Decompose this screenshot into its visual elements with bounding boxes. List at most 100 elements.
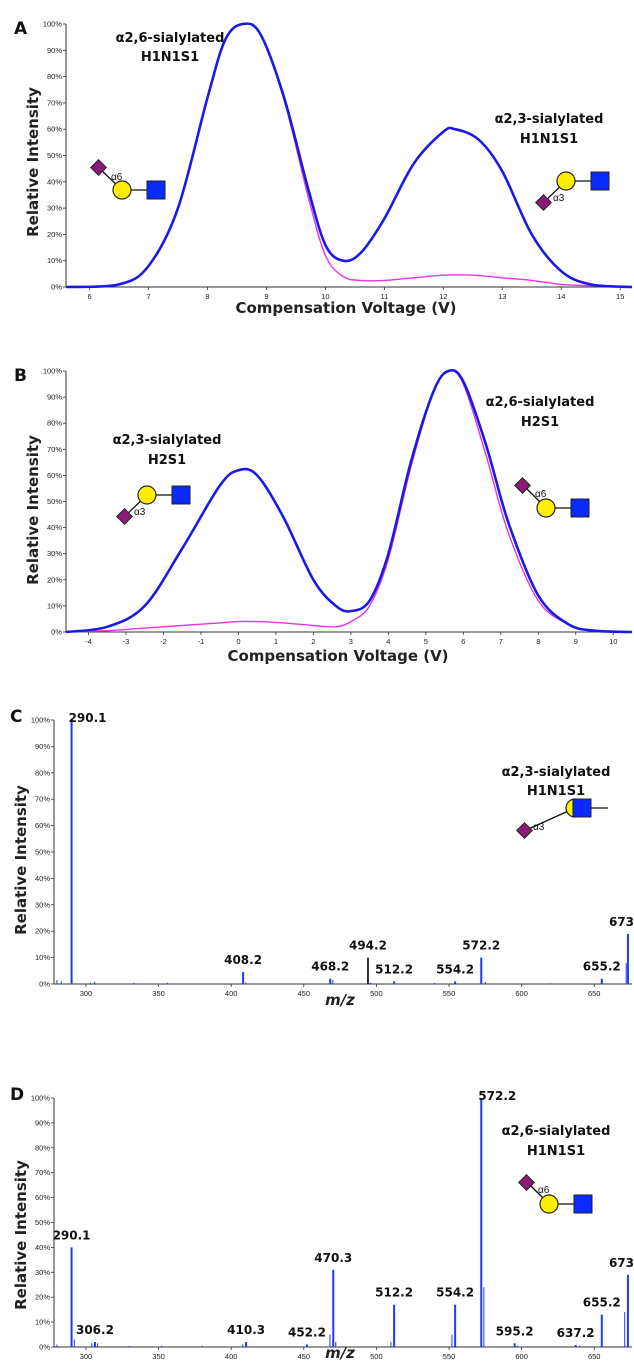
y-tick-label: 20% [35, 927, 50, 936]
x-tick-label: 550 [443, 1352, 456, 1361]
x-tick-label: 8 [205, 292, 209, 301]
y-tick-label: 30% [35, 1268, 50, 1277]
x-tick-label: 6 [87, 292, 91, 301]
y-tick-label: 50% [35, 848, 50, 857]
y-tick-label: 50% [47, 151, 62, 160]
x-tick-label: 5 [424, 637, 428, 646]
y-tick-label: 90% [35, 1118, 50, 1127]
x-axis-label: m/z [325, 1344, 355, 1362]
glcnac-square-icon [146, 180, 166, 200]
galactose-circle-icon [112, 180, 132, 200]
x-tick-label: 350 [152, 989, 165, 998]
x-tick-label: 550 [443, 989, 456, 998]
x-tick-label: 8 [536, 637, 540, 646]
x-tick-label: 13 [498, 292, 506, 301]
peak-label: 408.2 [224, 953, 262, 967]
x-tick-label: -1 [198, 637, 205, 646]
glycan-a3-icon: α3 [516, 798, 608, 839]
peak-label: 468.2 [311, 960, 349, 974]
y-tick-label: 60% [47, 125, 62, 134]
y-tick-label: 90% [47, 393, 62, 402]
y-tick-label: 80% [47, 72, 62, 81]
annotation-a6-subtitle: H1N1S1 [141, 50, 199, 65]
annotation-a6-title: α2,6-sialylated [116, 31, 225, 46]
panel-letter-a: A [14, 19, 28, 39]
y-tick-label: 80% [47, 419, 62, 428]
annotation-a6-subtitle: H1N1S1 [527, 1144, 585, 1159]
plot-area-d: 0% 10% 20% 30% 40% 50% 60% 70% 80% 90% 100% 300 350 4… [31, 1089, 634, 1361]
series-line-magenta [65, 369, 633, 633]
x-tick-label: 9 [264, 292, 268, 301]
peak-label: 637.2 [557, 1326, 595, 1340]
annotation-a3-title: α2,3-sialylated [495, 112, 604, 127]
annotation-a3-subtitle: H1N1S1 [527, 784, 585, 799]
peak-label: 572.2 [462, 939, 500, 953]
x-axis-label: m/z [325, 991, 355, 1009]
peak-label: 554.2 [436, 1286, 474, 1300]
glcnac-square-icon [572, 798, 592, 818]
peak-label: 673.2 [609, 1256, 634, 1270]
x-tick-label: 7 [146, 292, 150, 301]
y-tick-label: 100% [43, 367, 63, 376]
glycan-a6-icon: α6 [518, 1174, 593, 1214]
galactose-circle-icon [539, 1194, 559, 1214]
panel-a: A Relative Intensity Compensation Voltag… [14, 19, 633, 317]
y-tick-label: 40% [35, 1243, 50, 1252]
peak-label: 290.1 [53, 1228, 91, 1242]
y-tick-label: 40% [35, 874, 50, 883]
peak-label: 595.2 [496, 1324, 534, 1338]
peak-label: 410.3 [227, 1323, 265, 1337]
annotation-a6-title: α2,6-sialylated [486, 395, 595, 410]
sialic-acid-diamond-icon [518, 1174, 535, 1191]
linkage-label: α6 [535, 489, 547, 500]
panel-letter-d: D [10, 1085, 24, 1105]
y-axis-label: Relative Intensity [12, 785, 30, 935]
x-tick-label: 7 [499, 637, 503, 646]
glycan-a6-icon: α6 [514, 477, 590, 518]
y-tick-label: 70% [35, 1168, 50, 1177]
y-tick-label: 100% [31, 1094, 51, 1103]
x-tick-label: 300 [80, 1352, 93, 1361]
x-tick-label: 400 [225, 1352, 238, 1361]
sialic-acid-diamond-icon [90, 159, 107, 176]
y-axis-label: Relative Intensity [24, 87, 42, 237]
peak-label: 306.2 [76, 1323, 114, 1337]
x-tick-label: 6 [461, 637, 465, 646]
peak-label: 655.2 [583, 1296, 621, 1310]
glycan-a3-icon: α3 [535, 171, 610, 211]
x-tick-label: -4 [85, 637, 92, 646]
x-tick-label: 15 [616, 292, 624, 301]
x-tick-label: 650 [588, 989, 601, 998]
peak-label: 673.2 [609, 915, 634, 929]
y-tick-label: 50% [47, 497, 62, 506]
y-tick-label: 20% [35, 1293, 50, 1302]
annotation-a6-title: α2,6-sialylated [502, 1124, 611, 1139]
peak-label: 572.2 [478, 1089, 516, 1103]
x-tick-label: 350 [152, 1352, 165, 1361]
x-tick-label: 1 [274, 637, 278, 646]
x-tick-label: 3 [349, 637, 353, 646]
peak-label: 470.3 [314, 1251, 352, 1265]
x-tick-label: 300 [80, 989, 93, 998]
y-tick-label: 40% [47, 523, 62, 532]
y-tick-label: 10% [35, 953, 50, 962]
annotation-a3-subtitle: H1N1S1 [520, 132, 578, 147]
series-line-blue [65, 368, 633, 634]
x-tick-label: 450 [298, 1352, 311, 1361]
glcnac-square-icon [590, 171, 610, 191]
x-tick-label: 500 [370, 1352, 383, 1361]
y-tick-label: 0% [51, 628, 62, 637]
x-tick-label: 14 [557, 292, 565, 301]
y-tick-label: 50% [35, 1218, 50, 1227]
y-tick-label: 10% [47, 601, 62, 610]
x-tick-label: 12 [439, 292, 447, 301]
peak-label: 494.2 [349, 939, 387, 953]
x-tick-label: 10 [609, 637, 617, 646]
x-tick-label: 10 [321, 292, 329, 301]
peak-label: 452.2 [288, 1326, 326, 1340]
y-tick-label: 60% [35, 1193, 50, 1202]
y-tick-label: 10% [47, 256, 62, 265]
panel-letter-b: B [14, 366, 27, 386]
y-tick-label: 30% [35, 900, 50, 909]
peak-label: 290.1 [69, 711, 107, 725]
